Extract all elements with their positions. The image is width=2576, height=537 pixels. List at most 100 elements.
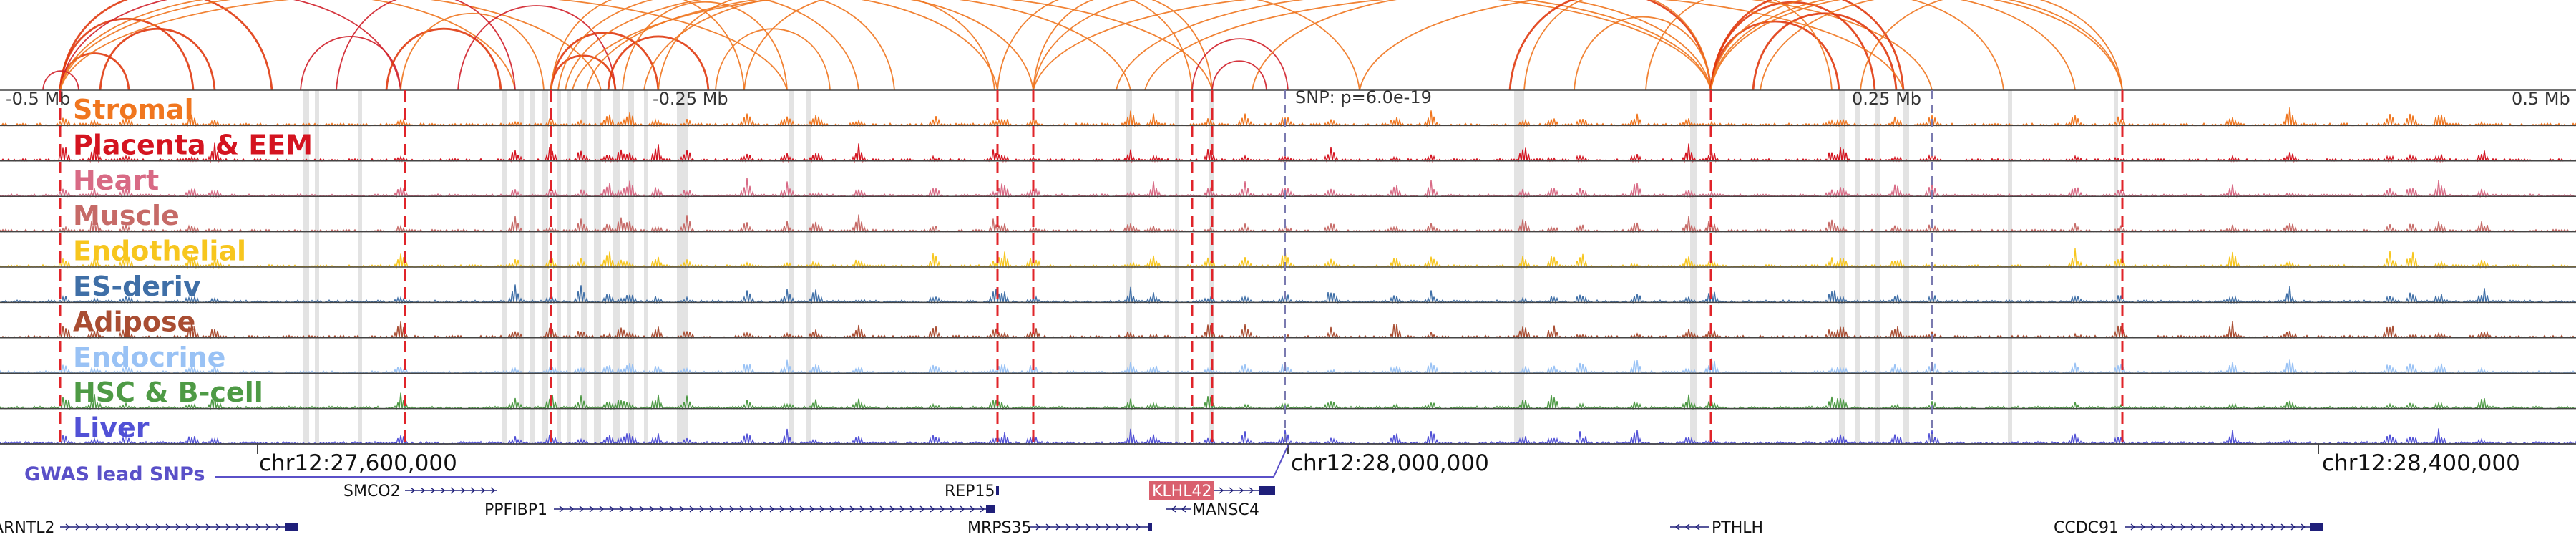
- loop-arc: [1645, 0, 1833, 91]
- gene-label-ppfibp1: PPFIBP1: [484, 501, 547, 519]
- signal-heart: [0, 177, 2576, 198]
- gene-ccdc91-arrow: [2260, 523, 2266, 531]
- gene-arntl2-arrow: [95, 523, 101, 531]
- gene-ppfibp1-arrow: [859, 505, 865, 513]
- gene-ppfibp1-arrow: [579, 505, 585, 513]
- gene-ppfibp1-arrow: [980, 505, 985, 513]
- gene-ppfibp1-arrow: [930, 505, 935, 513]
- loop-arc: [1033, 0, 1360, 91]
- gene-klhl42-arrow: [1219, 487, 1224, 494]
- gene-mrps35-arrow: [1126, 523, 1131, 531]
- gene-ppfibp1-arrow: [879, 505, 885, 513]
- gene-ppfibp1-arrow: [589, 505, 595, 513]
- gene-ccdc91-arrow: [2200, 523, 2206, 531]
- gene-ppfibp1-exon: [986, 505, 995, 513]
- gene-ppfibp1-arrow: [749, 505, 755, 513]
- gene-smco2-arrow: [470, 487, 476, 494]
- gene-arntl2-arrow: [195, 523, 201, 531]
- gene-smco2-arrow: [490, 487, 496, 494]
- loop-arc: [1523, 0, 1712, 91]
- gene-ppfibp1-arrow: [719, 505, 725, 513]
- signal-liver: [0, 428, 2576, 446]
- loop-arc: [1710, 0, 2076, 91]
- track-label-hsc: HSC & B-cell: [73, 377, 263, 408]
- loop-arc: [59, 0, 788, 91]
- gene-ccdc91-arrow: [2220, 523, 2226, 531]
- gene-arntl2-arrow: [115, 523, 121, 531]
- gene-ccdc91-arrow: [2180, 523, 2186, 531]
- gene-mrps35-arrow: [1065, 523, 1071, 531]
- gene-ppfibp1-arrow: [809, 505, 815, 513]
- loop-arc: [99, 27, 216, 91]
- gene-ppfibp1-arrow: [839, 505, 845, 513]
- loop-arc: [557, 0, 859, 91]
- gene-arntl2-arrow: [105, 523, 111, 531]
- loop-arcs: [42, 0, 2123, 91]
- gene-rep15-exon: [996, 486, 999, 495]
- gene-ppfibp1-arrow: [889, 505, 895, 513]
- gene-ccdc91-arrow: [2301, 523, 2306, 531]
- track-label-adipose: Adipose: [73, 306, 195, 337]
- gene-ppfibp1-arrow: [569, 505, 575, 513]
- gene-arntl2-arrow: [255, 523, 261, 531]
- signal-placenta: [0, 142, 2576, 163]
- gene-pthlh-arrow: [1694, 523, 1700, 531]
- gene-ppfibp1-arrow: [739, 505, 745, 513]
- gene-smco2-arrow: [480, 487, 486, 494]
- gene-ccdc91-arrow: [2250, 523, 2256, 531]
- gene-ppfibp1-arrow: [909, 505, 915, 513]
- loop-arc: [1710, 0, 2123, 91]
- signal-stromal: [0, 107, 2576, 128]
- loop-arc: [1144, 0, 1904, 91]
- loop-arc: [1709, 0, 1905, 91]
- gene-smco2-arrow: [450, 487, 456, 494]
- gene-pthlh-arrow: [1684, 523, 1690, 531]
- gene-ppfibp1-arrow: [649, 505, 655, 513]
- signal-es-deriv: [0, 284, 2576, 305]
- loop-arc: [1033, 0, 1213, 91]
- axis-label-minus-quarter: -0.25 Mb: [653, 89, 728, 109]
- gene-label-rep15: REP15: [945, 483, 995, 500]
- gene-mrps35-arrow: [1055, 523, 1061, 531]
- loop-arc: [550, 54, 617, 91]
- gene-ppfibp1-arrow: [669, 505, 675, 513]
- loop-arc: [1508, 0, 1712, 91]
- loop-arc: [1211, 60, 1267, 91]
- loop-arc: [1710, 0, 2004, 91]
- gene-ccdc91-arrow: [2280, 523, 2286, 531]
- gene-ccdc91-arrow: [2190, 523, 2196, 531]
- gwas-lead-snp-lines: [215, 445, 1289, 478]
- gene-ppfibp1-arrow: [899, 505, 905, 513]
- axis-label-plus-half: 0.5 Mb: [2512, 89, 2570, 109]
- loop-arc: [336, 0, 516, 91]
- gene-mrps35-arrow: [1075, 523, 1081, 531]
- loop-arc: [1860, 0, 2123, 91]
- coord-label-2: chr12:28,000,000: [1291, 450, 1489, 476]
- loop-arc: [300, 36, 401, 91]
- track-label-liver: Liver: [73, 412, 150, 444]
- gene-ppfibp1-arrow: [639, 505, 645, 513]
- track-label-heart: Heart: [73, 165, 159, 196]
- loop-arc: [1252, 0, 1712, 91]
- gene-mrps35-exon: [1148, 523, 1152, 531]
- gene-ccdc91-exon: [2310, 523, 2323, 531]
- gene-ccdc91-arrow: [2290, 523, 2296, 531]
- gene-smco2-arrow: [420, 487, 426, 494]
- loop-arc: [658, 0, 895, 91]
- coord-label-3: chr12:28,400,000: [2322, 450, 2520, 476]
- loop-arc: [607, 35, 710, 91]
- loop-arc: [622, 1, 788, 91]
- gene-ppfibp1-arrow: [599, 505, 605, 513]
- gwas-label: GWAS lead SNPs: [24, 463, 205, 485]
- gene-ppfibp1-arrow: [619, 505, 625, 513]
- gene-ccdc91-arrow: [2270, 523, 2276, 531]
- gene-mrps35-arrow: [1045, 523, 1051, 531]
- gene-arntl2-exon: [285, 523, 298, 531]
- gene-mrps35-arrow: [1116, 523, 1121, 531]
- gene-arntl2-arrow: [165, 523, 171, 531]
- gene-mrps35-arrow: [1106, 523, 1111, 531]
- loop-arc: [572, 0, 1213, 91]
- gene-label-ccdc91: CCDC91: [2054, 519, 2119, 537]
- loop-arc: [59, 0, 602, 91]
- gene-ccdc91-arrow: [2140, 523, 2146, 531]
